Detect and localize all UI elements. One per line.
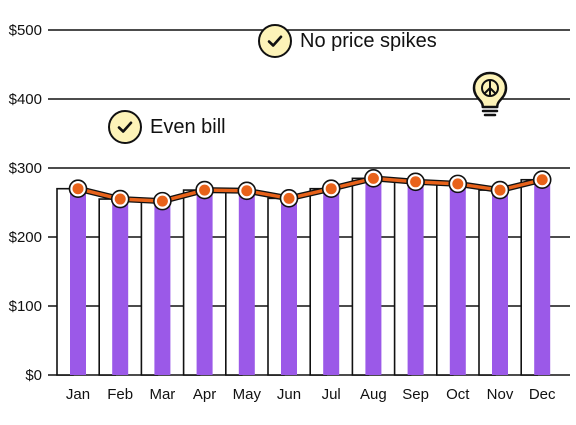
data-point xyxy=(536,174,548,186)
x-tick-label: Apr xyxy=(193,386,216,403)
bar xyxy=(365,178,382,375)
y-tick-label: $500 xyxy=(9,22,42,39)
y-tick-label: $0 xyxy=(25,367,42,384)
bar xyxy=(534,179,551,375)
x-tick-label: May xyxy=(233,386,262,403)
bar xyxy=(70,188,86,375)
x-tick-label: Jan xyxy=(66,386,90,403)
bar xyxy=(154,201,171,375)
bar xyxy=(492,190,508,375)
data-point xyxy=(156,195,168,207)
callout-even-bill: Even bill xyxy=(108,110,226,144)
y-tick-label: $400 xyxy=(9,91,42,108)
check-icon xyxy=(258,24,292,58)
data-point xyxy=(199,184,211,196)
data-point xyxy=(241,185,253,197)
data-point xyxy=(114,193,126,205)
data-point xyxy=(494,184,506,196)
data-point xyxy=(452,178,464,190)
x-tick-label: Dec xyxy=(529,386,556,403)
bar xyxy=(449,183,466,375)
bar xyxy=(196,190,213,375)
data-point xyxy=(410,176,422,188)
callout-label: Even bill xyxy=(150,115,226,138)
data-point xyxy=(325,183,337,195)
bar xyxy=(238,190,255,375)
y-tick-label: $300 xyxy=(9,160,42,177)
y-tick-label: $100 xyxy=(9,298,42,315)
data-point xyxy=(72,183,84,195)
data-point xyxy=(367,172,379,184)
x-tick-label: Mar xyxy=(149,386,175,403)
x-tick-label: Nov xyxy=(487,386,514,403)
check-icon xyxy=(108,110,142,144)
lightbulb-peace-icon xyxy=(470,70,510,120)
x-tick-label: Jun xyxy=(277,386,301,403)
x-tick-label: Feb xyxy=(107,386,133,403)
x-tick-label: Jul xyxy=(322,386,341,403)
bar xyxy=(281,198,297,375)
callout-label: No price spikes xyxy=(300,29,437,52)
data-point xyxy=(283,192,295,204)
x-tick-label: Aug xyxy=(360,386,387,403)
bar xyxy=(112,199,129,375)
callout-no-price-spikes: No price spikes xyxy=(258,24,437,58)
x-tick-label: Sep xyxy=(402,386,429,403)
bar xyxy=(407,181,424,375)
bar xyxy=(323,188,340,375)
y-tick-label: $200 xyxy=(9,229,42,246)
x-tick-label: Oct xyxy=(446,386,470,403)
